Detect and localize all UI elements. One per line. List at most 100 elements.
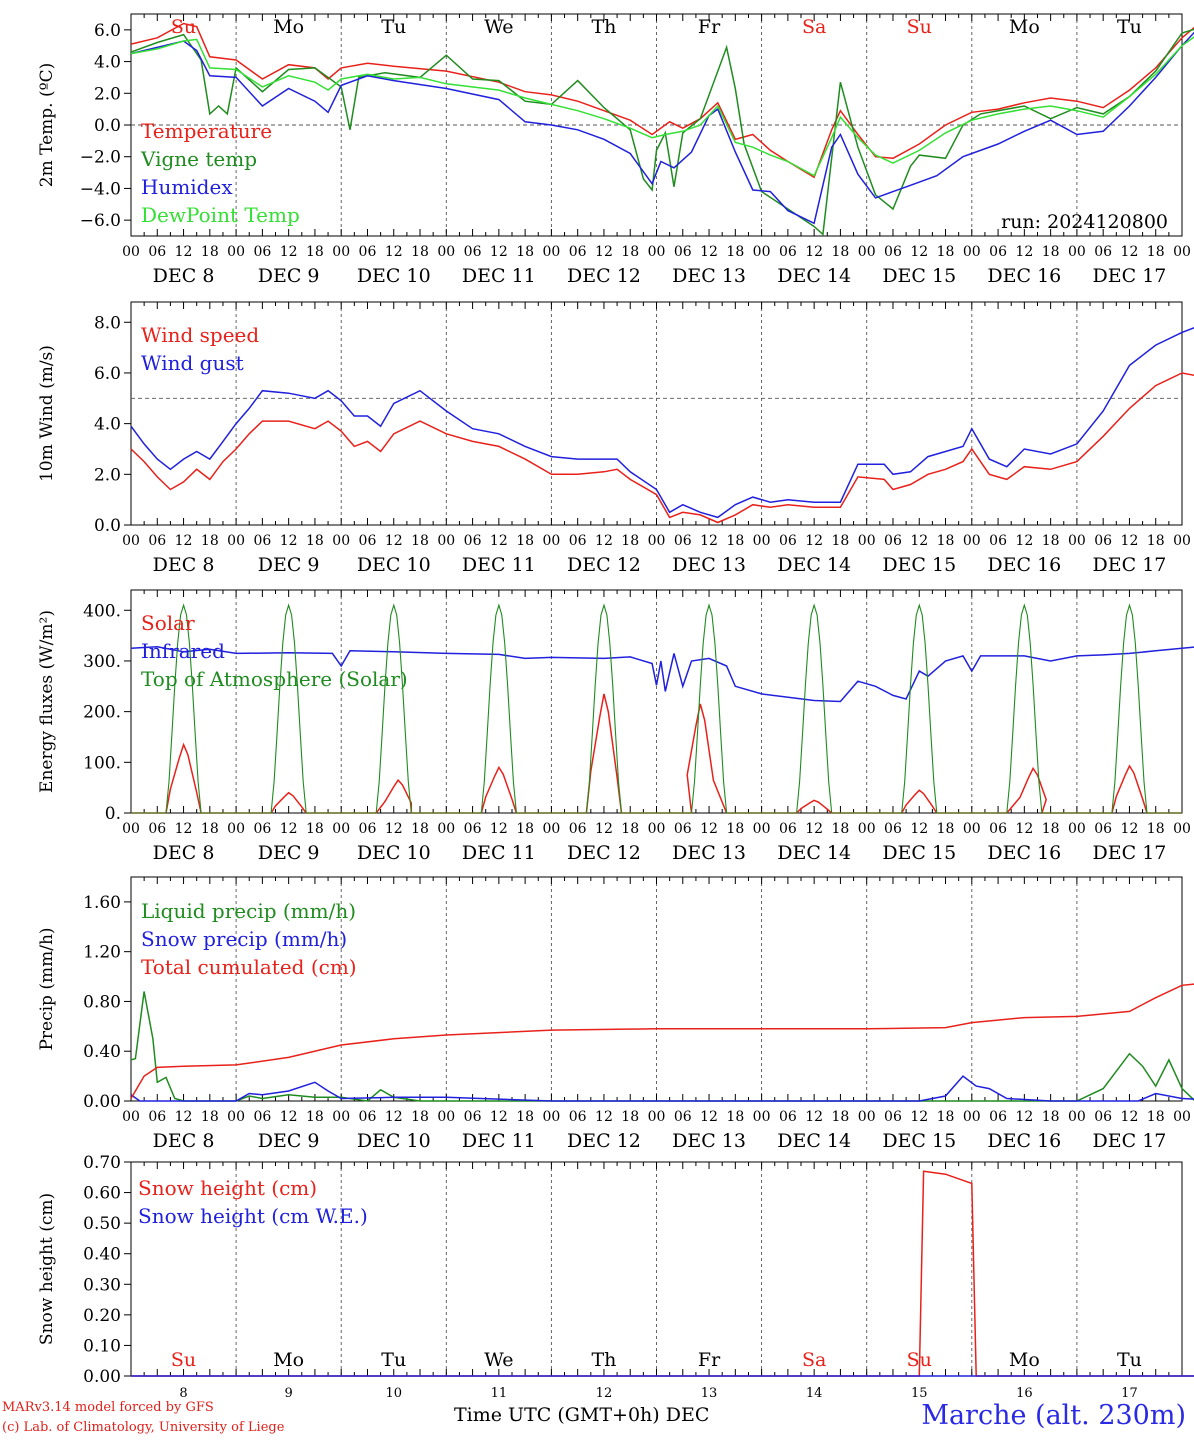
x-date-label: DEC 13 [672,842,746,864]
x-hour-label: 12 [700,821,718,837]
x-hour-label: 00 [858,1109,876,1125]
x-hour-label: 06 [674,821,692,837]
x-hour-label: 12 [910,533,928,549]
x-date-label: 13 [701,1386,718,1401]
x-hour-label: 18 [832,244,850,260]
panel-frame [130,589,1183,814]
x-hour-label: 00 [1068,244,1086,260]
x-date-label: DEC 8 [153,554,215,576]
x-hour-label: 00 [648,244,666,260]
x-hour-label: 00 [1068,821,1086,837]
x-hour-label: 00 [858,533,876,549]
x-hour-label: 00 [122,821,140,837]
x-hour-label: 00 [332,1109,350,1125]
x-date-label: DEC 13 [672,1130,746,1152]
x-hour-label: 06 [464,821,482,837]
x-hour-label: 12 [280,533,298,549]
x-date-label: DEC 8 [153,842,215,864]
x-hour-label: 06 [148,1109,166,1125]
x-hour-label: 12 [700,1109,718,1125]
x-hour-label: 06 [359,533,377,549]
x-hour-label: 06 [464,533,482,549]
x-axis-title: Time UTC (GMT+0h) DEC [454,1404,710,1426]
x-hour-label: 12 [910,244,928,260]
day-name: Su [907,16,932,38]
legend-entry: Top of Atmosphere (Solar) [141,667,408,691]
y-tick-label: 4.0 [94,53,121,73]
y-tick-label: 0.40 [83,1042,121,1062]
x-hour-label: 18 [306,1109,324,1125]
x-date-label: DEC 13 [672,554,746,576]
x-hour-label: 00 [753,1109,771,1125]
x-hour-label: 12 [490,244,508,260]
lab-credit: (c) Lab. of Climatology, University of L… [2,1420,285,1435]
y-tick-label: 0.00 [83,1092,121,1112]
x-hour-label: 06 [1094,821,1112,837]
x-hour-label: 00 [122,1109,140,1125]
y-tick-label: 100. [83,753,121,773]
x-hour-label: 18 [306,533,324,549]
x-hour-label: 18 [201,244,219,260]
x-hour-label: 00 [1068,533,1086,549]
day-name: Tu [1117,1349,1142,1371]
x-hour-label: 12 [490,821,508,837]
x-hour-label: 12 [490,1109,508,1125]
y-tick-label: 0. [105,804,121,824]
x-hour-label: 12 [595,244,613,260]
x-date-label: DEC 11 [462,842,536,864]
y-tick-label: 6.0 [94,21,121,41]
x-date-label: DEC 17 [1093,265,1167,287]
day-name: Mo [273,16,304,38]
x-date-label: DEC 17 [1093,1130,1167,1152]
day-name: Su [907,1349,932,1371]
x-hour-label: 06 [779,821,797,837]
x-hour-label: 00 [648,821,666,837]
x-hour-label: 00 [437,1109,455,1125]
x-hour-label: 18 [1042,244,1060,260]
day-name: Sa [802,1349,826,1371]
legend-entry: Wind gust [141,351,244,375]
x-hour-label: 06 [464,1109,482,1125]
legend-entry: Total cumulated (cm) [141,955,357,979]
run-label: run: 2024120800 [1001,211,1168,233]
series-wind-gust [130,326,1194,519]
day-name: Fr [698,1349,721,1371]
x-hour-label: 06 [884,1109,902,1125]
x-hour-label: 00 [332,533,350,549]
x-hour-label: 18 [306,821,324,837]
x-hour-label: 00 [542,821,560,837]
x-hour-label: 06 [253,821,271,837]
x-date-label: DEC 9 [258,265,320,287]
x-hour-label: 06 [884,821,902,837]
x-hour-label: 00 [227,1109,245,1125]
x-hour-label: 00 [963,533,981,549]
x-date-label: 9 [285,1386,293,1401]
day-name: Tu [381,1349,406,1371]
x-hour-label: 18 [516,533,534,549]
x-hour-label: 12 [805,1109,823,1125]
x-hour-label: 12 [385,244,403,260]
x-hour-label: 00 [227,533,245,549]
x-hour-label: 18 [832,1109,850,1125]
x-hour-label: 00 [437,244,455,260]
x-hour-label: 12 [1015,533,1033,549]
x-hour-label: 06 [989,244,1007,260]
x-hour-label: 12 [385,533,403,549]
x-hour-label: 06 [569,1109,587,1125]
x-hour-label: 12 [700,244,718,260]
x-date-label: DEC 11 [462,554,536,576]
model-credit: MARv3.14 model forced by GFS [2,1400,214,1415]
y-tick-label: 0.60 [83,1184,121,1204]
day-name: Tu [381,16,406,38]
x-hour-label: 06 [253,244,271,260]
x-hour-label: 18 [516,1109,534,1125]
x-hour-label: 18 [1042,533,1060,549]
x-hour-label: 18 [726,244,744,260]
day-name: Fr [698,16,721,38]
x-hour-label: 18 [937,244,955,260]
x-hour-label: 06 [884,533,902,549]
x-hour-label: 12 [805,244,823,260]
x-hour-label: 00 [1173,821,1191,837]
x-hour-label: 12 [175,244,193,260]
x-date-label: DEC 10 [357,554,431,576]
